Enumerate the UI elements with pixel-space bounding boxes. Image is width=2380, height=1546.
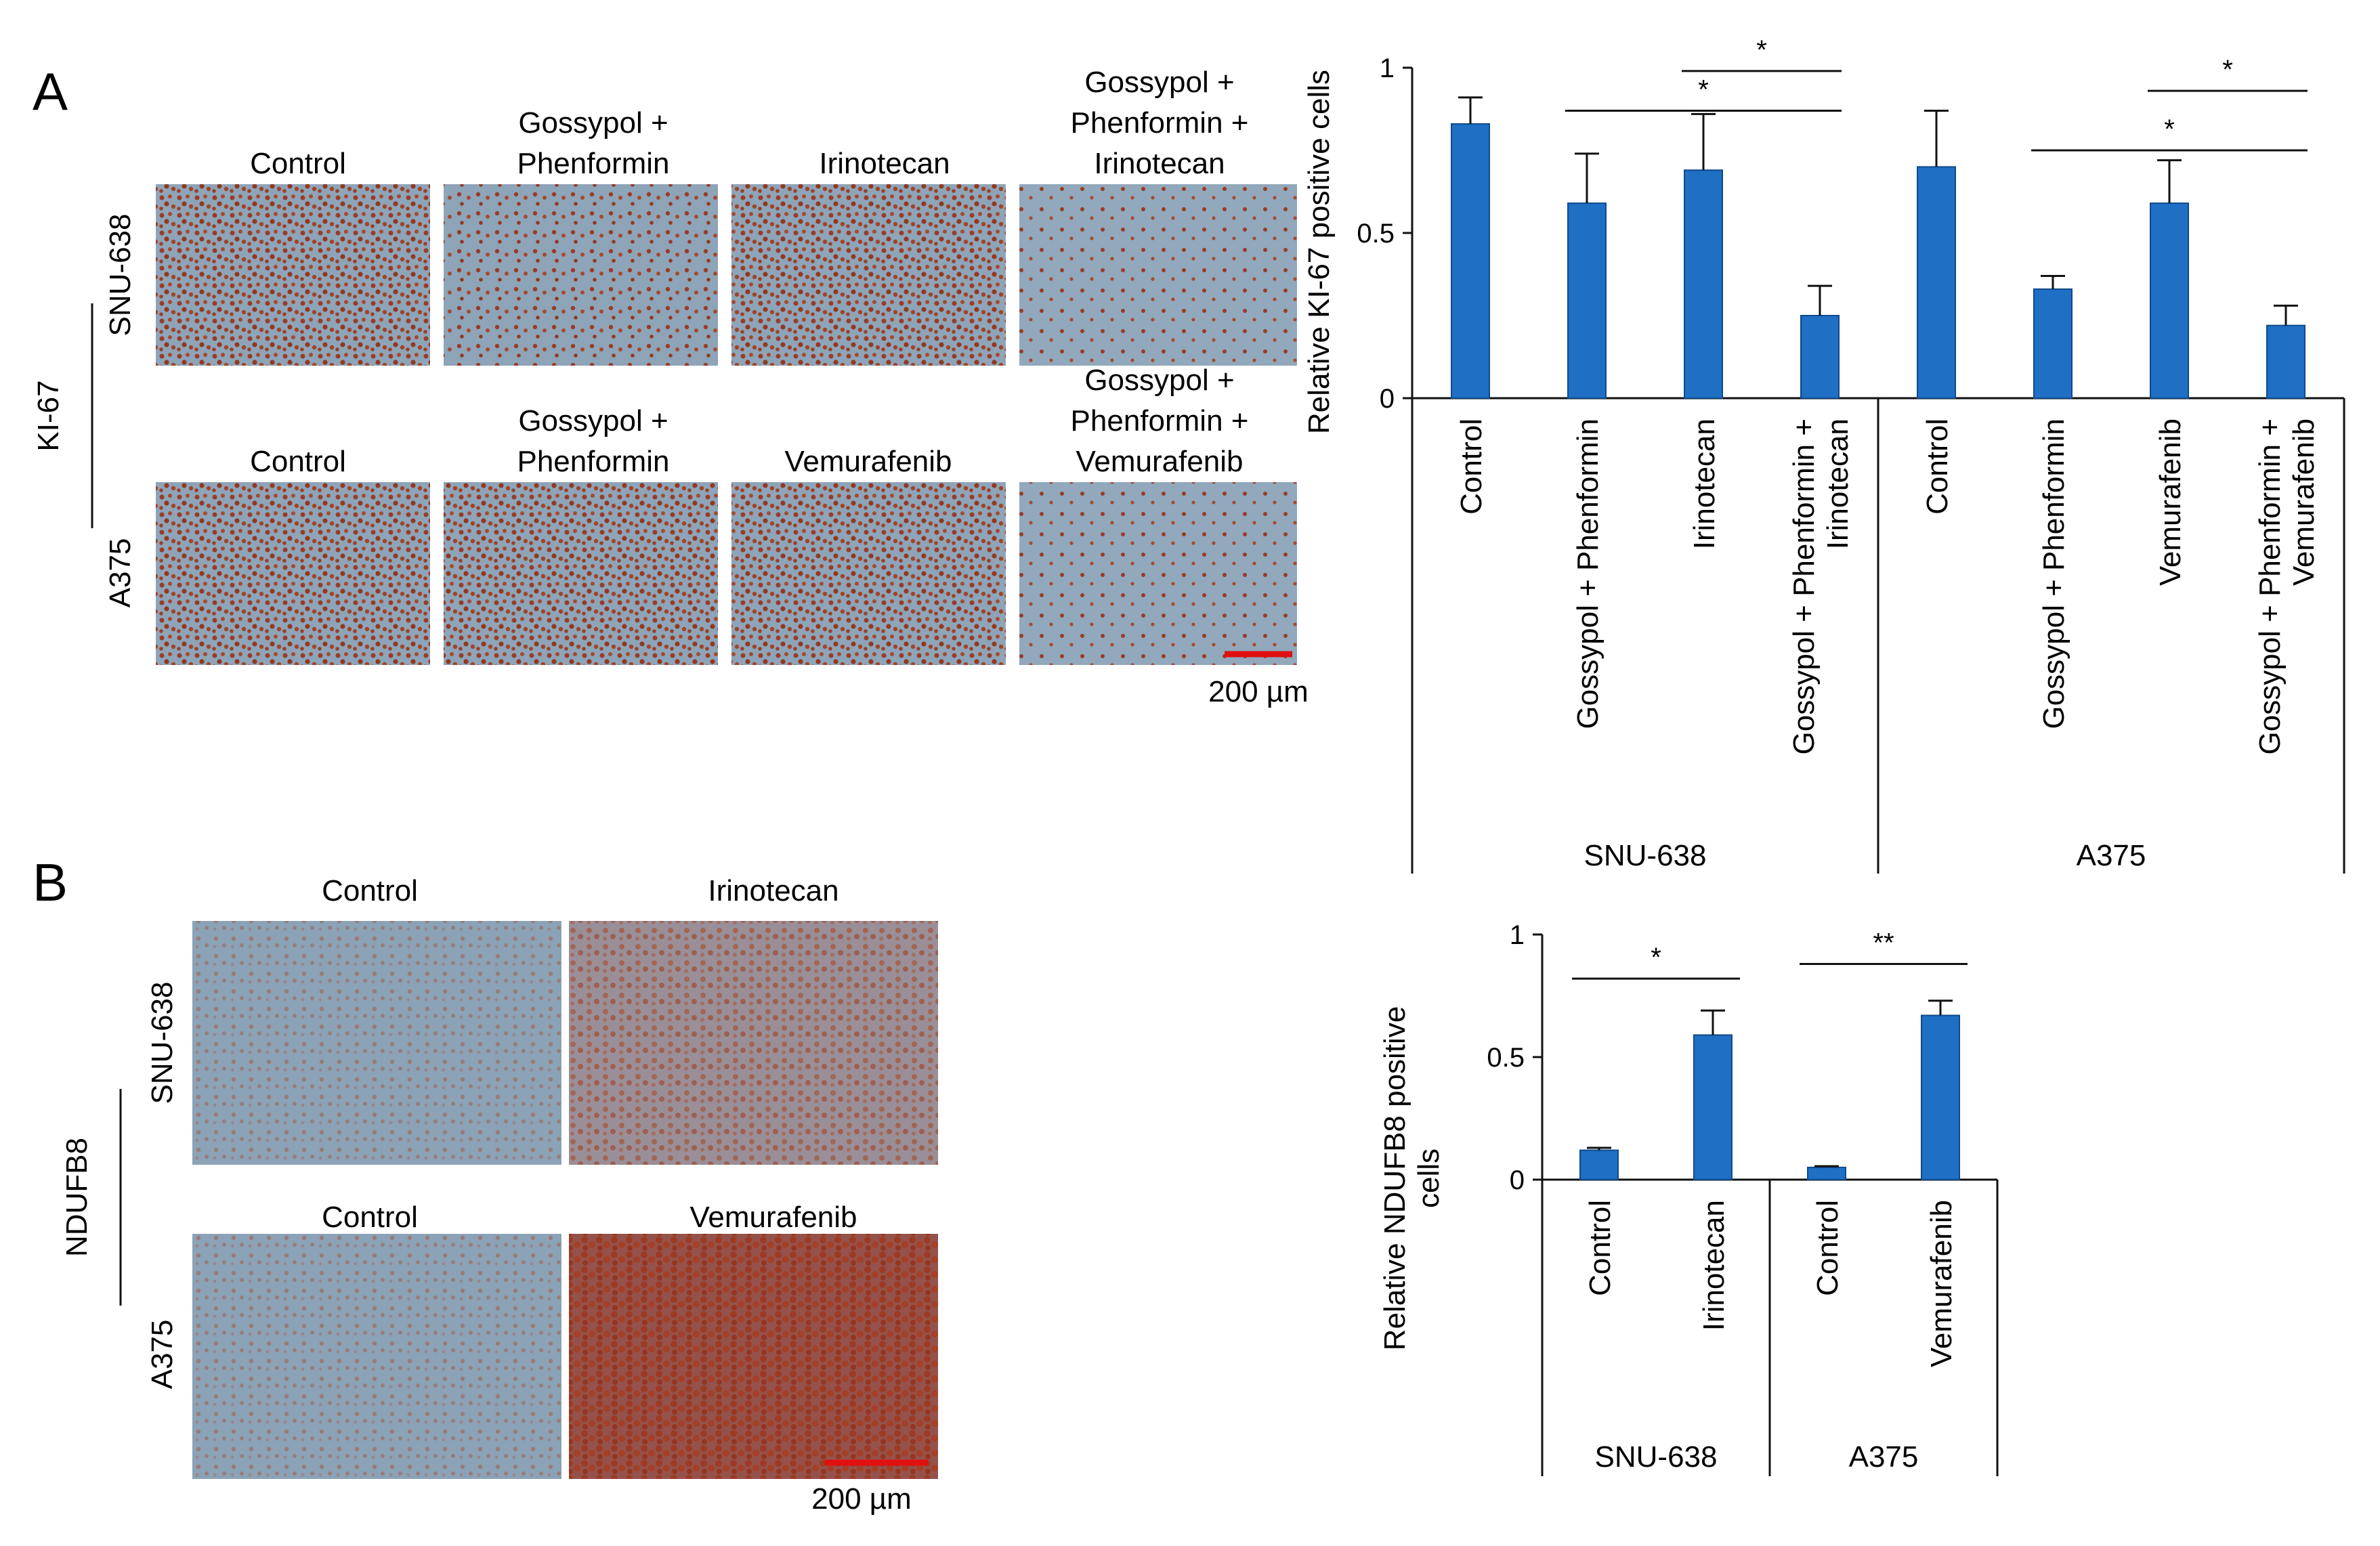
row-label-b-a375: A375 (146, 1320, 179, 1390)
x-tick-label: Gossypol + Phenformin + (2253, 418, 2287, 754)
group-label: A375 (2077, 839, 2146, 872)
bar (1693, 1034, 1733, 1181)
col-label-b1-1: Control (322, 874, 418, 907)
x-tick-label: Irinotecan (1697, 1200, 1730, 1331)
significance-star: * (1651, 943, 1661, 972)
micrograph-a-a375-gossypol-phenformin (444, 482, 718, 665)
y-axis-label: Relative NDUFB8 positive (1378, 1006, 1411, 1351)
col-label-a1-4: Gossypol + (1084, 66, 1234, 99)
micrograph-b-a375-vemurafenib (569, 1234, 938, 1479)
group-label: SNU-638 (1584, 839, 1707, 872)
col-label-a2-2: Gossypol + (518, 404, 668, 437)
col-label-a1-4: Phenformin + (1071, 106, 1249, 139)
chart-ndufb8: 0 0.5 1 Relative NDUFB8 positive cells Contro… (1378, 920, 1999, 1476)
y-axis-label: Relative KI-67 positive cells (1302, 70, 1336, 434)
group-label: A375 (1849, 1440, 1919, 1474)
x-tick-label: Vemurafenib (2154, 418, 2187, 586)
col-label-a2-4: Gossypol + (1084, 364, 1234, 397)
panel-a-letter: A (33, 62, 68, 121)
col-label-a1-1: Control (250, 147, 346, 180)
panel-a-images: A Control Gossypol + Phenformin Irinotec… (32, 62, 1309, 708)
micrograph-a-a375-vemurafenib (731, 482, 1006, 665)
col-label-a2-1: Control (250, 445, 346, 478)
x-tick-label: Gossypol + Phenformin + (1787, 418, 1821, 754)
micrograph-b-snu638-control (192, 921, 561, 1165)
row-label-a-a375: A375 (104, 538, 137, 608)
col-label-a1-2: Phenformin (517, 147, 669, 180)
x-tick-label: Vemurafenib (1925, 1200, 1958, 1367)
panel-b-images: B Control Irinotecan Control Vemurafenib… (33, 853, 938, 1516)
significance-star: * (2222, 55, 2233, 85)
chart-ki67: 0 0.5 1 Relative KI-67 positive cells Contro… (1302, 35, 2345, 874)
bar (2266, 324, 2305, 400)
bar (2033, 288, 2073, 399)
x-tick-label: Control (1811, 1200, 1844, 1296)
bar (1800, 315, 1840, 399)
micrograph-a-snu638-triple (1019, 184, 1297, 366)
y-tick-label: 1 (1380, 53, 1395, 83)
y-axis-label: cells (1412, 1148, 1445, 1208)
y-tick-label: 0.5 (1357, 219, 1395, 249)
col-label-a1-4: Irinotecan (1094, 147, 1225, 180)
micrograph-a-a375-control (156, 482, 430, 665)
micrograph-a-a375-triple (1019, 482, 1297, 665)
significance-star: * (2164, 114, 2175, 144)
micrograph-a-snu638-irinotecan (731, 184, 1006, 366)
x-tick-label: Control (1455, 418, 1488, 515)
bar (1917, 166, 1956, 399)
scale-bar-a-label: 200 µm (1208, 675, 1309, 708)
bar (1579, 1149, 1619, 1181)
col-label-b2-1: Control (322, 1201, 418, 1234)
col-label-b1-2: Irinotecan (708, 874, 838, 907)
x-tick-label: Vemurafenib (2287, 418, 2320, 586)
micrograph-b-a375-control (192, 1234, 561, 1479)
micrograph-a-snu638-gossypol-phenformin (444, 184, 718, 366)
group-label: SNU-638 (1595, 1440, 1718, 1474)
x-tick-label: Irinotecan (1821, 418, 1854, 549)
col-label-a2-3: Vemurafenib (784, 445, 952, 478)
scale-bar-b-label: 200 µm (811, 1482, 912, 1516)
col-label-a1-2: Gossypol + (518, 106, 668, 139)
y-tick-label: 0 (1510, 1165, 1525, 1195)
marker-label-a: KI-67 (32, 380, 65, 451)
bar (1567, 202, 1607, 399)
significance-star: * (1698, 74, 1709, 104)
x-tick-label: Gossypol + Phenformin (1571, 418, 1605, 729)
y-tick-label: 0.5 (1487, 1043, 1525, 1073)
micrograph-b-snu638-irinotecan (569, 921, 938, 1165)
bar (1921, 1014, 1960, 1180)
row-label-b-snu638: SNU-638 (146, 982, 179, 1104)
x-tick-label: Control (1921, 418, 1954, 515)
col-label-a2-4: Vemurafenib (1076, 445, 1243, 478)
col-label-a2-4: Phenformin + (1071, 404, 1249, 437)
bar (1684, 169, 1723, 399)
bar (2150, 202, 2189, 399)
significance-star: ** (1873, 928, 1894, 958)
marker-label-b: NDUFB8 (60, 1138, 93, 1257)
micrograph-a-snu638-control (156, 184, 430, 366)
bar (1807, 1166, 1846, 1181)
x-tick-label: Control (1584, 1200, 1617, 1296)
y-tick-label: 0 (1380, 384, 1395, 414)
panel-b-letter: B (33, 853, 68, 912)
x-tick-label: Irinotecan (1688, 418, 1721, 549)
col-label-a1-3: Irinotecan (819, 147, 950, 180)
y-tick-label: 1 (1510, 920, 1525, 950)
significance-star: * (1756, 35, 1767, 65)
col-label-a2-2: Phenformin (517, 445, 669, 478)
col-label-b2-2: Vemurafenib (689, 1201, 857, 1234)
x-tick-label: Gossypol + Phenformin (2037, 418, 2070, 729)
row-label-a-snu638: SNU-638 (104, 214, 137, 337)
bar (1451, 123, 1490, 400)
